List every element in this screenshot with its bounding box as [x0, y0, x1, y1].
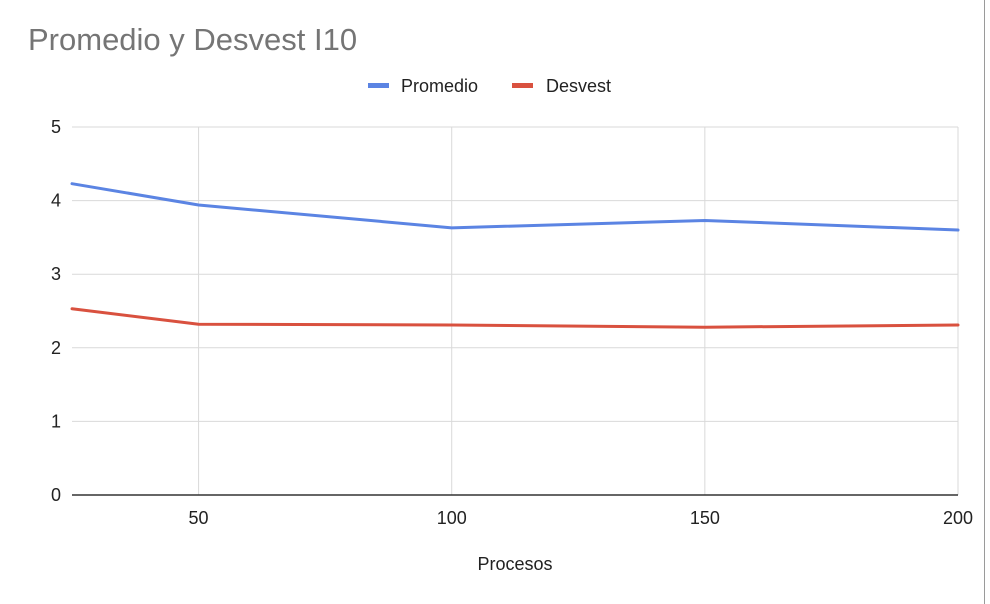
legend-swatch-promedio: [368, 83, 389, 88]
legend-label-promedio: Promedio: [401, 76, 478, 96]
legend-swatch-desvest: [512, 83, 533, 88]
x-tick-label: 150: [690, 508, 720, 528]
x-tick-label: 200: [943, 508, 973, 528]
y-tick-label: 3: [51, 264, 61, 284]
axes: 0 1 2 3 4 5 50 100 150 200: [51, 117, 973, 528]
y-tick-label: 2: [51, 338, 61, 358]
y-tick-label: 5: [51, 117, 61, 137]
y-tick-label: 4: [51, 191, 61, 211]
x-axis-label: Procesos: [477, 554, 552, 574]
series-lines: [70, 182, 960, 329]
y-tick-label: 0: [51, 485, 61, 505]
legend-label-desvest: Desvest: [546, 76, 611, 96]
x-tick-label: 100: [437, 508, 467, 528]
y-tick-label: 1: [51, 411, 61, 431]
gridlines: [72, 126, 959, 495]
chart-title: Promedio y Desvest I10: [28, 22, 357, 57]
x-tick-label: 50: [189, 508, 209, 528]
series-line-desvest: [70, 307, 960, 329]
legend: Promedio Desvest: [368, 76, 611, 96]
series-line-promedio: [70, 182, 960, 232]
panel-border: [984, 0, 985, 604]
